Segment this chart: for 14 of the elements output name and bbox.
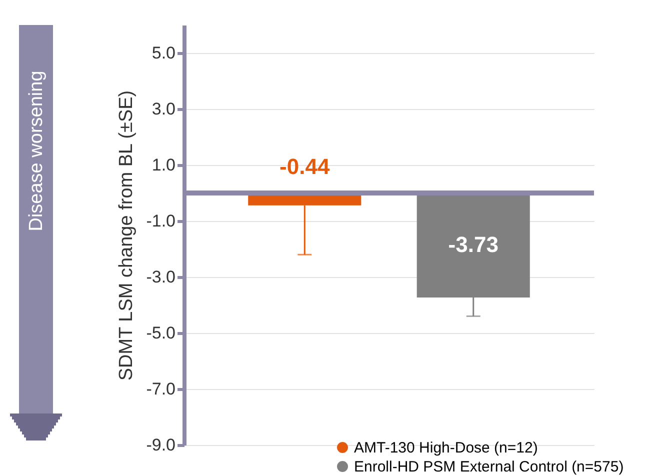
y-tick-label: -1.0 [146, 212, 176, 230]
y-tick-label: 1.0 [152, 156, 176, 174]
y-tick-label: -9.0 [146, 436, 176, 454]
legend-label: AMT-130 High-Dose (n=12) [354, 440, 538, 456]
y-tick-label: -5.0 [146, 324, 176, 342]
y-tick-label: 5.0 [152, 44, 176, 62]
y-axis-title: SDMT LSM change from BL (±SE) [116, 90, 138, 381]
legend-label: Enroll-HD PSM External Control (n=575) [354, 458, 624, 476]
y-tick-label: 3.0 [152, 100, 176, 118]
data-label: -0.44 [280, 154, 330, 179]
y-tick-label: -3.0 [146, 268, 176, 286]
y-tick-label: -7.0 [146, 380, 176, 398]
data-label: -3.73 [448, 232, 498, 258]
text: Disease worsening [26, 70, 47, 232]
